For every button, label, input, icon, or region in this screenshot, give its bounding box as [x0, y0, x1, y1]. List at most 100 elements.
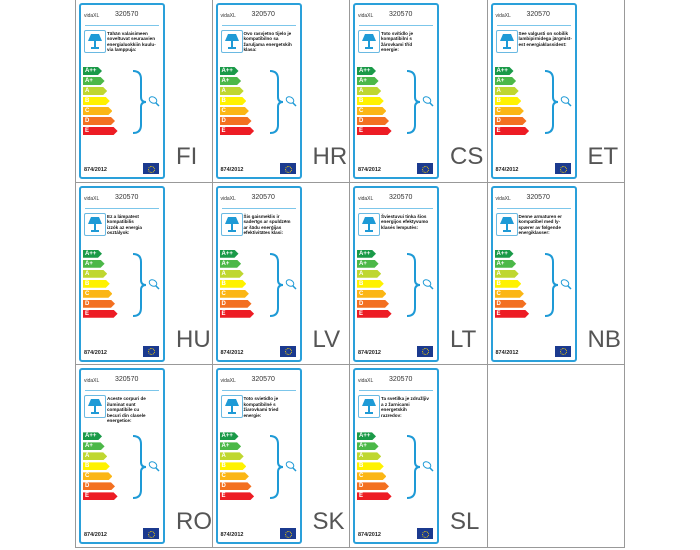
- energy-class-6: E: [357, 127, 392, 135]
- energy-class-1: A+: [83, 442, 105, 451]
- energy-class-1: A+: [219, 77, 242, 85]
- energy-class-0: A++: [219, 67, 239, 75]
- energy-label: vidaXL 320570 Ta svetilka je združljiv a…: [353, 368, 439, 545]
- energy-class-4: C: [494, 107, 524, 115]
- brace-bulb-icon: [268, 434, 298, 505]
- brand-name: vidaXL: [220, 378, 236, 385]
- energy-class-6: E: [494, 309, 530, 318]
- language-code: ET: [587, 143, 619, 170]
- energy-class-4: C: [494, 289, 524, 298]
- product-number: 320570: [251, 376, 275, 384]
- regulation-number: 874/2012: [84, 167, 107, 173]
- regulation-number: 874/2012: [220, 532, 244, 539]
- brand-name: vidaXL: [220, 195, 236, 202]
- product-number: 320570: [115, 193, 139, 201]
- brace-bulb-icon: [543, 252, 573, 323]
- energy-class-3: B: [219, 97, 247, 105]
- compatibility-text: Denne armaturen er kompatibel med ly- sp…: [518, 213, 562, 235]
- product-number: 320570: [526, 11, 550, 18]
- language-code: SL: [450, 508, 480, 536]
- eu-flag-icon: [554, 163, 571, 174]
- compatibility-text: Tähän valaisimeen soveltuvat seuraavien …: [107, 31, 156, 53]
- energy-class-2: A: [494, 87, 519, 95]
- energy-class-6: E: [357, 309, 392, 318]
- energy-class-3: B: [83, 279, 110, 288]
- energy-class-4: C: [219, 472, 249, 481]
- energy-class-3: B: [83, 462, 110, 471]
- label-cell-sk: vidaXL 320570 Toto svietidlo je kompatib…: [212, 365, 350, 549]
- regulation-number: 874/2012: [495, 349, 519, 356]
- energy-class-2: A: [83, 269, 108, 278]
- brace-bulb-icon: [543, 69, 573, 140]
- energy-class-5: D: [357, 482, 389, 491]
- energy-class-0: A++: [83, 67, 102, 75]
- energy-class-6: E: [83, 309, 118, 318]
- language-code: SK: [312, 508, 345, 536]
- energy-label: vidaXL 320570 Ez a lámpatest kompatibili…: [79, 185, 165, 362]
- energy-class-5: D: [357, 299, 389, 308]
- energy-class-4: C: [83, 472, 113, 481]
- energy-class-6: E: [219, 127, 255, 135]
- energy-class-0: A++: [219, 432, 239, 441]
- energy-class-2: A: [83, 87, 108, 95]
- brand-name: vidaXL: [84, 378, 100, 385]
- compatibility-text: See valgusti on sobilik lambipirnidega j…: [518, 31, 572, 47]
- energy-class-6: E: [83, 492, 118, 501]
- brand-name: vidaXL: [495, 195, 511, 202]
- eu-flag-icon: [417, 528, 433, 540]
- divider: [85, 25, 159, 26]
- label-cell-fi: vidaXL 320570 Tähän valaisimeen soveltuv…: [75, 0, 213, 183]
- energy-class-6: E: [219, 492, 255, 501]
- energy-class-5: D: [83, 299, 115, 308]
- energy-class-2: A: [357, 452, 382, 461]
- energy-class-3: B: [219, 279, 247, 288]
- lamp-icon: [220, 30, 243, 53]
- energy-class-4: C: [219, 107, 249, 115]
- product-number: 320570: [526, 193, 550, 201]
- energy-label: vidaXL 320570 See valgusti on sobilik la…: [490, 3, 577, 179]
- eu-flag-icon: [417, 163, 433, 174]
- brace-bulb-icon: [131, 434, 161, 505]
- label-cell-sl: vidaXL 320570 Ta svetilka je združljiv a…: [350, 365, 488, 549]
- regulation-number: 874/2012: [220, 167, 244, 173]
- language-code: LV: [312, 325, 341, 353]
- product-number: 320570: [115, 11, 139, 18]
- brace-bulb-icon: [131, 69, 161, 140]
- language-code: HR: [312, 143, 348, 170]
- energy-class-5: D: [219, 299, 252, 308]
- energy-class-2: A: [219, 87, 244, 95]
- energy-class-1: A+: [219, 259, 242, 268]
- energy-label: vidaXL 320570 Toto svítidlo je kompatibi…: [353, 3, 439, 179]
- compatibility-text: Aceste corpuri de iluminat sunt compatib…: [107, 396, 146, 423]
- energy-class-0: A++: [357, 432, 376, 441]
- energy-label: vidaXL 320570 Ovo rasvjetno tijelo je ko…: [215, 3, 302, 179]
- energy-class-5: D: [494, 117, 527, 125]
- energy-class-0: A++: [83, 432, 102, 441]
- eu-flag-icon: [143, 345, 159, 357]
- product-number: 320570: [389, 11, 413, 18]
- energy-class-0: A++: [83, 249, 102, 258]
- brace-bulb-icon: [268, 252, 298, 323]
- energy-class-6: E: [83, 127, 118, 135]
- energy-class-1: A+: [494, 259, 517, 268]
- label-cell-lt: vidaXL 320570 Šviestuvui tinka šios ener…: [350, 182, 488, 366]
- energy-class-3: B: [494, 279, 522, 288]
- energy-class-0: A++: [494, 67, 514, 75]
- language-code: FI: [176, 143, 198, 170]
- energy-class-2: A: [219, 452, 244, 461]
- brace-bulb-icon: [405, 434, 435, 505]
- energy-label: vidaXL 320570 Tähän valaisimeen soveltuv…: [79, 3, 165, 179]
- eu-flag-icon: [554, 345, 571, 357]
- divider: [221, 25, 296, 26]
- energy-class-3: B: [357, 462, 384, 471]
- energy-class-1: A+: [494, 77, 517, 85]
- divider: [221, 390, 296, 392]
- energy-class-4: C: [83, 289, 113, 298]
- product-number: 320570: [389, 376, 413, 384]
- energy-class-2: A: [357, 269, 382, 278]
- regulation-number: 874/2012: [358, 349, 381, 356]
- energy-class-5: D: [357, 117, 389, 125]
- brand-name: vidaXL: [84, 195, 100, 202]
- divider: [359, 25, 433, 26]
- compatibility-text: Toto svietidlo je kompatibilné s žiarovk…: [243, 396, 279, 418]
